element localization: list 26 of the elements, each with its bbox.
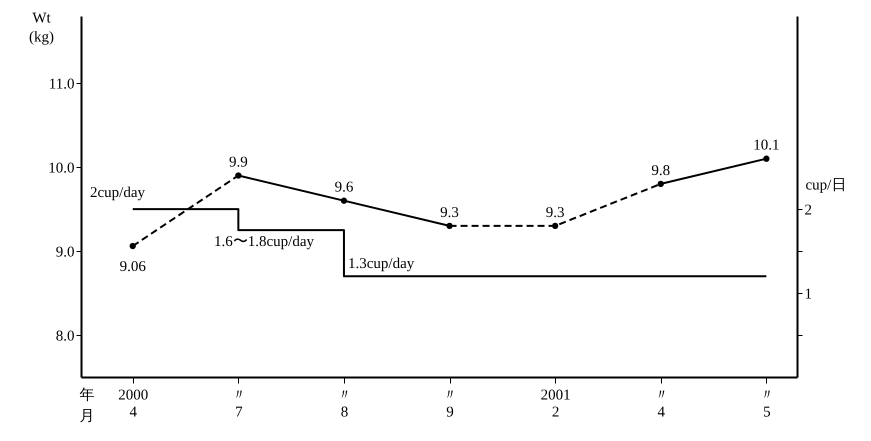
annotation: 1.3cup/day xyxy=(348,256,415,272)
x-tick-label: 〃 8 xyxy=(336,388,352,420)
y2-tick-label: 1 xyxy=(804,286,812,303)
x-tick-label: 2000 4 xyxy=(118,388,148,420)
data-label: 9.06 xyxy=(120,259,146,276)
x-tick-label: 〃 4 xyxy=(654,388,669,420)
data-label: 10.1 xyxy=(753,138,780,154)
y-tick-label: 11.0 xyxy=(48,76,74,93)
x-tick-label: 2001 2 xyxy=(540,388,571,420)
y-axis-title: Wt (kg) xyxy=(29,10,54,46)
x-tick-label: 〃 9 xyxy=(442,388,458,420)
y-tick-label: 9.0 xyxy=(56,244,74,261)
y-tick-label: 8.0 xyxy=(56,328,74,345)
x-tick-label: 〃 7 xyxy=(231,388,246,420)
y-tick-label: 10.0 xyxy=(48,160,74,177)
y2-axis-title: cup/日 xyxy=(806,178,846,194)
data-label: 9.6 xyxy=(334,180,354,196)
data-label: 9.9 xyxy=(228,154,248,171)
x-tick-label: 〃 5 xyxy=(759,388,774,420)
annotation: 1.6〜1.8cup/day xyxy=(214,234,314,250)
annotation: 2cup/day xyxy=(90,185,146,201)
data-label: 9.3 xyxy=(440,204,459,221)
y2-tick-label: 2 xyxy=(804,202,812,219)
data-label: 9.3 xyxy=(546,204,565,221)
data-label: 9.8 xyxy=(651,162,670,179)
x-axis-title: 年月 xyxy=(80,386,94,424)
